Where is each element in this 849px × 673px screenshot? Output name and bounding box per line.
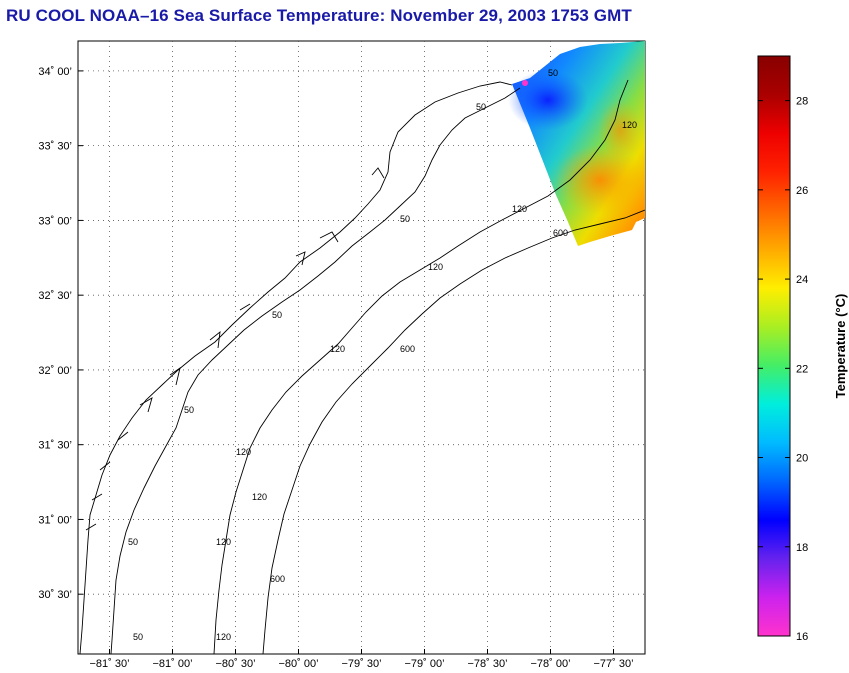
colorbar-tick-label: 26 [796,185,808,197]
contour-label: 120 [252,492,267,502]
contour-600m [262,209,645,654]
lat-tick-label: 33˚ 00’ [38,215,72,227]
coastal-islands [85,167,385,531]
longitude-ticks: −81˚ 30’ −81˚ 00’ −80˚ 30’ −80˚ 00’ −79˚ 30’… [89,649,634,670]
contour-label: 120 [216,632,231,642]
lon-tick-label: −80˚ 30’ [215,658,255,670]
contour-label: 50 [272,310,282,320]
lon-tick-label: −78˚ 30’ [467,658,507,670]
latitude-ticks: 34˚ 00’ 33˚ 30’ 33˚ 00’ 32˚ 30’ 32˚ 00’ 31˚ 3… [38,66,83,601]
coastline [79,81,513,654]
lat-tick-label: 31˚ 00’ [38,514,72,526]
contour-labels: 50 50 50 50 50 50 50 120 120 120 120 120… [128,68,637,642]
colorbar-tick-label: 28 [796,96,808,108]
colorbar-tick-label: 18 [796,542,808,554]
colorbar: 16 18 20 22 24 26 28 Temperature (°C) [757,55,848,643]
contour-label: 50 [133,632,143,642]
contour-label: 120 [512,204,527,214]
bathymetry-contours [79,79,645,654]
contour-label: 50 [476,102,486,112]
lon-tick-label: −78˚ 00’ [530,658,570,670]
contour-120m [213,79,629,654]
lon-tick-label: −81˚ 30’ [89,658,129,670]
colorbar-tick-label: 20 [796,453,808,465]
contour-label: 50 [128,537,138,547]
contour-label: 120 [428,262,443,272]
lat-tick-label: 30˚ 30’ [38,589,72,601]
lat-tick-label: 32˚ 00’ [38,365,72,377]
contour-label: 120 [236,447,251,457]
colorbar-tick-label: 16 [796,631,808,643]
lat-tick-label: 31˚ 30’ [38,440,72,452]
lon-tick-label: −80˚ 00’ [278,658,318,670]
graticule-grid [78,41,645,654]
contour-label: 120 [622,120,637,130]
contour-label: 50 [400,214,410,224]
colorbar-ticks: 16 18 20 22 24 26 28 [758,96,808,643]
lon-tick-label: −81˚ 00’ [152,658,192,670]
contour-label: 120 [216,537,231,547]
lon-tick-label: −79˚ 30’ [341,658,381,670]
colorbar-tick-label: 24 [796,274,808,286]
contour-label: 120 [330,344,345,354]
map-title: RU COOL NOAA–16 Sea Surface Temperature:… [6,6,632,25]
contour-label: 600 [400,344,415,354]
contour-label: 50 [548,68,558,78]
colorbar-label: Temperature (°C) [833,294,848,399]
colorbar-scale [757,55,791,637]
contour-label: 600 [270,574,285,584]
colorbar-tick-label: 22 [796,363,808,375]
lon-tick-label: −77˚ 30’ [593,658,633,670]
lat-tick-label: 34˚ 00’ [38,66,72,78]
contour-label: 50 [184,405,194,415]
sst-swath [508,41,645,246]
contour-label: 600 [553,228,568,238]
lat-tick-label: 32˚ 30’ [38,290,72,302]
lon-tick-label: −79˚ 00’ [404,658,444,670]
lat-tick-label: 33˚ 30’ [38,141,72,153]
contour-50m [110,87,521,654]
